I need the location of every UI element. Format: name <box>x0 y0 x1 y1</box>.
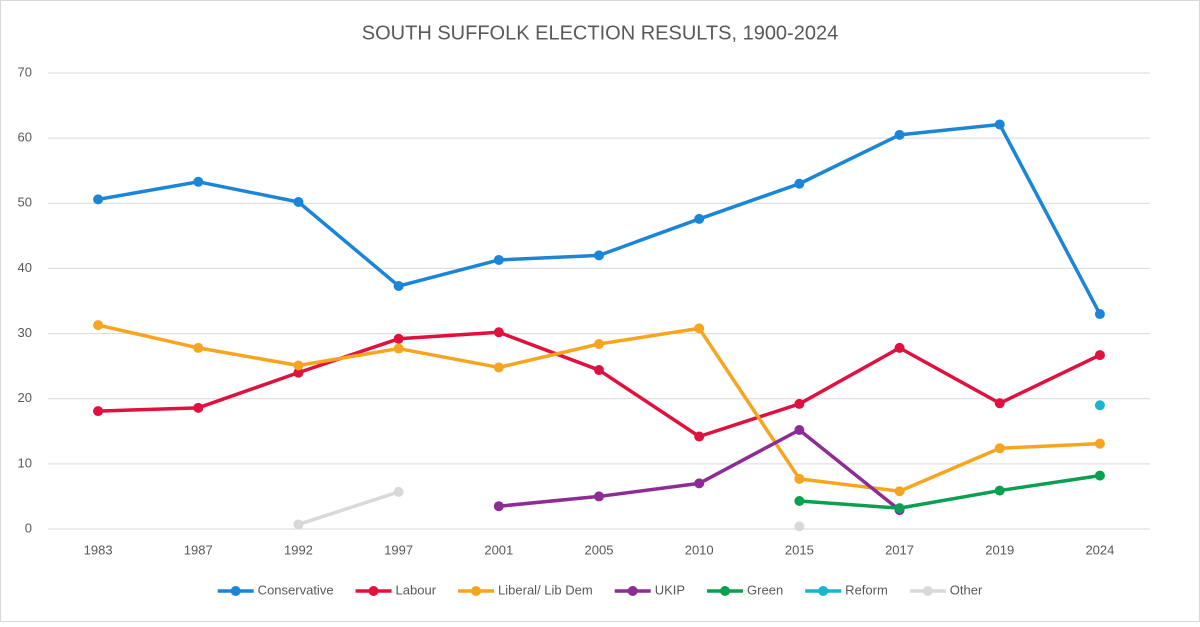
legend-label: Other <box>950 582 983 597</box>
legend-item: Reform <box>805 582 888 597</box>
point <box>193 402 204 413</box>
legend-label: Reform <box>845 582 888 597</box>
x-tick-label: 1987 <box>184 542 213 557</box>
point <box>393 333 404 344</box>
point <box>694 213 705 224</box>
x-tick-label: 2024 <box>1085 542 1114 557</box>
point <box>193 342 204 353</box>
point <box>393 281 404 292</box>
point <box>1094 470 1105 481</box>
x-tick-label: 2005 <box>585 542 614 557</box>
x-tick-label: 2001 <box>484 542 513 557</box>
point <box>293 196 304 207</box>
legend-label: Conservative <box>258 582 334 597</box>
point <box>894 129 905 140</box>
point <box>93 406 104 417</box>
point <box>594 338 604 349</box>
y-tick-label: 30 <box>18 325 32 340</box>
x-tick-label: 2019 <box>985 542 1014 557</box>
legend-item: UKIP <box>614 582 685 597</box>
legend-label: Green <box>747 582 783 597</box>
y-tick-label: 20 <box>18 390 32 405</box>
point <box>994 398 1005 409</box>
legend-item: Other <box>909 582 983 597</box>
point <box>994 443 1005 454</box>
point <box>293 360 304 371</box>
point <box>493 362 504 373</box>
legend-marker <box>627 586 638 596</box>
legend-item: Conservative <box>217 582 334 597</box>
legend-marker <box>368 586 379 596</box>
point <box>794 424 805 435</box>
x-tick-label: 1983 <box>84 542 113 557</box>
y-tick-label: 0 <box>25 520 32 535</box>
point <box>193 176 204 187</box>
y-tick-label: 40 <box>18 260 32 275</box>
point <box>594 365 604 376</box>
legend-label: Liberal/ Lib Dem <box>498 582 593 597</box>
point <box>794 178 805 189</box>
legend-marker <box>230 586 241 596</box>
x-tick-label: 1992 <box>284 542 313 557</box>
point <box>493 501 504 512</box>
y-tick-label: 50 <box>18 195 32 210</box>
point <box>594 250 604 261</box>
point <box>794 473 805 484</box>
point <box>393 343 404 354</box>
point <box>794 521 805 532</box>
y-tick-label: 70 <box>18 64 32 79</box>
legend-label: Labour <box>396 582 437 597</box>
point <box>994 119 1005 130</box>
point <box>1094 438 1105 449</box>
point <box>994 485 1005 496</box>
legend-marker <box>818 586 829 596</box>
legend-marker <box>471 586 482 596</box>
point <box>694 323 705 334</box>
legend-marker <box>720 586 731 596</box>
legend-item: Green <box>707 582 783 597</box>
point <box>894 503 905 514</box>
x-tick-label: 2010 <box>685 542 714 557</box>
point <box>293 519 304 530</box>
x-tick-label: 2015 <box>785 542 814 557</box>
point <box>694 478 705 489</box>
x-tick-label: 2017 <box>885 542 914 557</box>
point <box>594 491 604 502</box>
x-tick-label: 1997 <box>384 542 413 557</box>
point <box>894 486 905 497</box>
y-tick-label: 10 <box>18 455 32 470</box>
series-line <box>799 473 1101 510</box>
y-tick-label: 60 <box>18 130 32 145</box>
legend-marker <box>922 586 933 596</box>
legend-item: Labour <box>355 582 437 597</box>
point <box>694 431 705 442</box>
point <box>493 327 504 338</box>
point <box>293 367 304 378</box>
point <box>93 194 104 205</box>
point <box>393 486 404 497</box>
point <box>1094 350 1105 361</box>
legend-item: Liberal/ Lib Dem <box>458 582 593 597</box>
legend-label: UKIP <box>655 582 685 597</box>
chart-title: SOUTH SUFFOLK ELECTION RESULTS, 1900-202… <box>362 22 838 44</box>
point <box>894 342 905 353</box>
point <box>794 398 805 409</box>
point <box>1094 400 1105 411</box>
point <box>493 254 504 265</box>
point <box>1094 309 1105 320</box>
point <box>794 495 805 506</box>
point <box>93 320 104 331</box>
